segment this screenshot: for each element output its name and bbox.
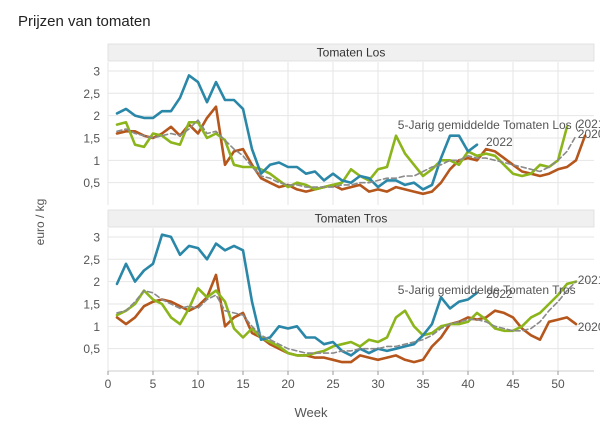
y-tick-label: 2,5 [83,87,100,101]
y-tick-label: 1,5 [83,297,100,311]
series-line-2022 [115,74,479,191]
series-label: 2022 [486,287,513,301]
y-tick-label: 3 [93,64,100,78]
y-tick-label: 1 [93,154,100,168]
x-tick-label: 0 [105,377,112,391]
series-line-2022 [115,233,479,357]
panel-strip [107,209,595,228]
series-line-2021 [115,280,578,357]
series-line-2020 [115,273,578,364]
panels-group: Tomaten Los 0,5 1 1,5 2 2,5 3 5-Jarig gemiddeld… [83,43,600,391]
x-tick-label: 20 [281,377,295,391]
series-label: 2021 [578,117,600,131]
y-tick-label: 3 [93,230,100,244]
x-tick-label: 45 [506,377,520,391]
panel-title: Tomaten Tros [315,212,388,226]
y-axis-label: euro / kg [33,199,47,246]
series-line-avg [116,280,577,354]
x-tick-label: 30 [371,377,385,391]
x-tick-label: 10 [191,377,205,391]
y-tick-label: 2 [93,275,100,289]
x-axis-label: Week [295,405,328,420]
y-tick-label: 0,5 [83,176,100,190]
x-tick-label: 35 [416,377,430,391]
panel-title: Tomaten Los [317,46,386,60]
series-label: 5-Jarig gemiddelde Tomaten Tros [398,283,576,297]
series-label: 2020 [578,320,600,334]
x-tick-label: 25 [326,377,340,391]
x-tick-label: 5 [150,377,157,391]
series-label: 2021 [578,273,600,287]
x-tick-label: 15 [236,377,250,391]
y-tick-label: 1,5 [83,131,100,145]
series-label: 2022 [486,135,513,149]
panel-0: Tomaten Los 0,5 1 1,5 2 2,5 3 5-Jarig gemiddeld… [83,43,600,205]
series-label: 2020 [578,127,600,141]
series-line-avg [116,119,577,188]
x-tick-label: 40 [461,377,475,391]
series-label: 5-Jarig gemiddelde Tomaten Los ( [398,118,579,132]
y-tick-label: 0,5 [83,342,100,356]
y-tick-label: 2 [93,109,100,123]
y-tick-label: 2,5 [83,253,100,267]
series-line-2021 [115,121,569,191]
y-tick-label: 1 [93,320,100,334]
x-tick-label: 50 [551,377,565,391]
panel-strip [107,43,595,62]
series-line-2020 [115,105,587,196]
chart-title: Prijzen van tomaten [18,13,151,30]
